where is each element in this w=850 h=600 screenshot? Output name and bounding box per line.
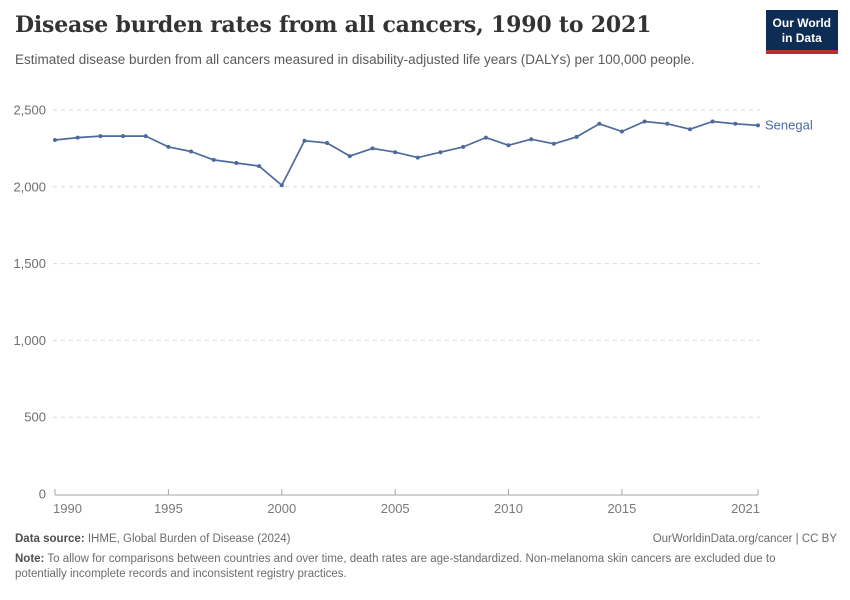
data-point[interactable]	[733, 121, 738, 126]
data-point[interactable]	[75, 135, 80, 140]
chart-note-text: To allow for comparisons between countri…	[15, 553, 776, 581]
data-point[interactable]	[551, 141, 556, 146]
data-point[interactable]	[506, 143, 511, 148]
data-point[interactable]	[257, 164, 262, 169]
data-point[interactable]	[302, 138, 307, 143]
page-title: Disease burden rates from all cancers, 1…	[15, 12, 652, 38]
data-point[interactable]	[483, 135, 488, 140]
y-axis-label: 1,500	[13, 256, 46, 271]
data-point[interactable]	[529, 137, 534, 142]
y-axis-label: 2,500	[13, 103, 46, 118]
chart-note-label: Note:	[15, 553, 45, 566]
data-point[interactable]	[688, 127, 692, 132]
data-point[interactable]	[393, 150, 398, 155]
data-point[interactable]	[461, 144, 466, 149]
data-point[interactable]	[211, 157, 216, 162]
x-axis-label: 2015	[607, 501, 636, 516]
data-point[interactable]	[710, 119, 715, 124]
data-point[interactable]	[438, 150, 443, 155]
data-point[interactable]	[166, 144, 171, 149]
series-label[interactable]: Senegal	[765, 117, 813, 132]
x-axis-label: 2000	[267, 501, 296, 516]
owid-logo-line1: Our World	[772, 16, 831, 30]
data-source: Data source: IHME, Global Burden of Dise…	[15, 532, 291, 547]
data-point[interactable]	[642, 119, 647, 124]
data-source-value: IHME, Global Burden of Disease (2024)	[84, 533, 291, 545]
data-point[interactable]	[619, 129, 624, 134]
data-point[interactable]	[121, 134, 125, 139]
data-point[interactable]	[574, 134, 579, 139]
x-axis-label: 1995	[154, 501, 183, 516]
x-axis-label: 2010	[494, 501, 523, 516]
y-axis-label: 0	[39, 487, 46, 502]
trend-line[interactable]	[54, 120, 759, 187]
owid-logo-line2: in Data	[781, 31, 822, 45]
data-point[interactable]	[325, 141, 330, 145]
data-source-label: Data source:	[15, 533, 85, 545]
footer-source-row: Data source: IHME, Global Burden of Dise…	[15, 532, 837, 547]
data-point[interactable]	[756, 123, 760, 128]
chart-footer: Data source: IHME, Global Burden of Dise…	[15, 532, 837, 583]
x-axis-label: 2005	[381, 501, 410, 516]
data-point[interactable]	[347, 154, 352, 159]
data-point[interactable]	[189, 149, 194, 154]
y-axis-label: 1,000	[13, 333, 46, 348]
attribution-link[interactable]: OurWorldinData.org/cancer | CC BY	[652, 533, 837, 545]
chart-note: Note: To allow for comparisons between c…	[15, 552, 793, 582]
chart-canvas[interactable]: 0 500 1,000 1,500 2,000 2,500 1990 1995 2000 2005…	[0, 95, 850, 525]
data-point[interactable]	[597, 121, 602, 126]
y-axis-label: 2,000	[13, 179, 46, 194]
y-axis-label: 500	[24, 410, 46, 425]
data-point[interactable]	[98, 134, 103, 139]
x-axis-label: 1990	[53, 501, 82, 516]
data-point[interactable]	[234, 161, 239, 165]
data-point[interactable]	[415, 155, 420, 160]
data-point[interactable]	[665, 121, 670, 126]
data-point[interactable]	[279, 183, 284, 188]
data-point[interactable]	[370, 146, 375, 151]
chart-subtitle: Estimated disease burden from all cancer…	[15, 52, 695, 67]
owid-logo: Our World in Data	[765, 10, 838, 54]
data-point[interactable]	[53, 138, 57, 142]
x-axis-label: 2021	[731, 501, 760, 516]
data-point[interactable]	[143, 134, 148, 139]
